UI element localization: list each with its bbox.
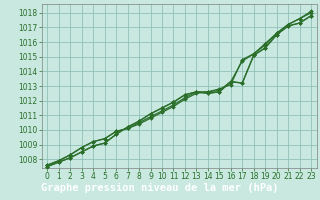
Text: Graphe pression niveau de la mer (hPa): Graphe pression niveau de la mer (hPa) bbox=[41, 183, 279, 193]
